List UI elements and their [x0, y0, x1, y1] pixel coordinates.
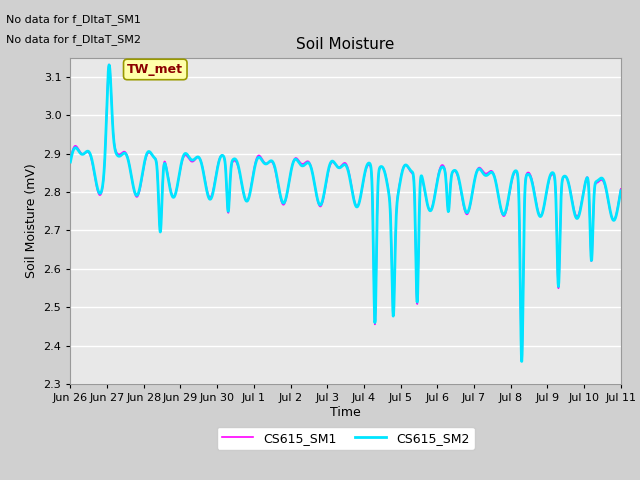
- CS615_SM2: [431, 190, 439, 196]
- CS615_SM2: [67, 159, 74, 165]
- CS615_SM1: [431, 189, 439, 194]
- CS615_SM1: [67, 157, 74, 163]
- CS615_SM2: [617, 188, 625, 193]
- Title: Soil Moisture: Soil Moisture: [296, 37, 395, 52]
- CS615_SM1: [251, 162, 259, 168]
- CS615_SM1: [617, 186, 625, 192]
- CS615_SM1: [518, 358, 525, 364]
- Text: TW_met: TW_met: [127, 63, 183, 76]
- Line: CS615_SM2: CS615_SM2: [70, 65, 621, 361]
- CS615_SM2: [518, 359, 525, 364]
- Legend: CS615_SM1, CS615_SM2: CS615_SM1, CS615_SM2: [216, 427, 475, 450]
- CS615_SM1: [189, 158, 197, 164]
- Text: No data for f_DltaT_SM1: No data for f_DltaT_SM1: [6, 14, 141, 25]
- CS615_SM1: [105, 61, 113, 67]
- CS615_SM1: [552, 206, 560, 212]
- Line: CS615_SM1: CS615_SM1: [70, 64, 621, 361]
- X-axis label: Time: Time: [330, 406, 361, 419]
- CS615_SM2: [176, 168, 184, 174]
- CS615_SM1: [504, 204, 511, 210]
- CS615_SM2: [504, 202, 511, 208]
- CS615_SM2: [552, 204, 560, 210]
- CS615_SM2: [251, 164, 259, 170]
- CS615_SM1: [176, 169, 184, 175]
- CS615_SM2: [105, 62, 113, 68]
- Text: No data for f_DltaT_SM2: No data for f_DltaT_SM2: [6, 34, 141, 45]
- Y-axis label: Soil Moisture (mV): Soil Moisture (mV): [25, 163, 38, 278]
- CS615_SM2: [189, 157, 197, 163]
